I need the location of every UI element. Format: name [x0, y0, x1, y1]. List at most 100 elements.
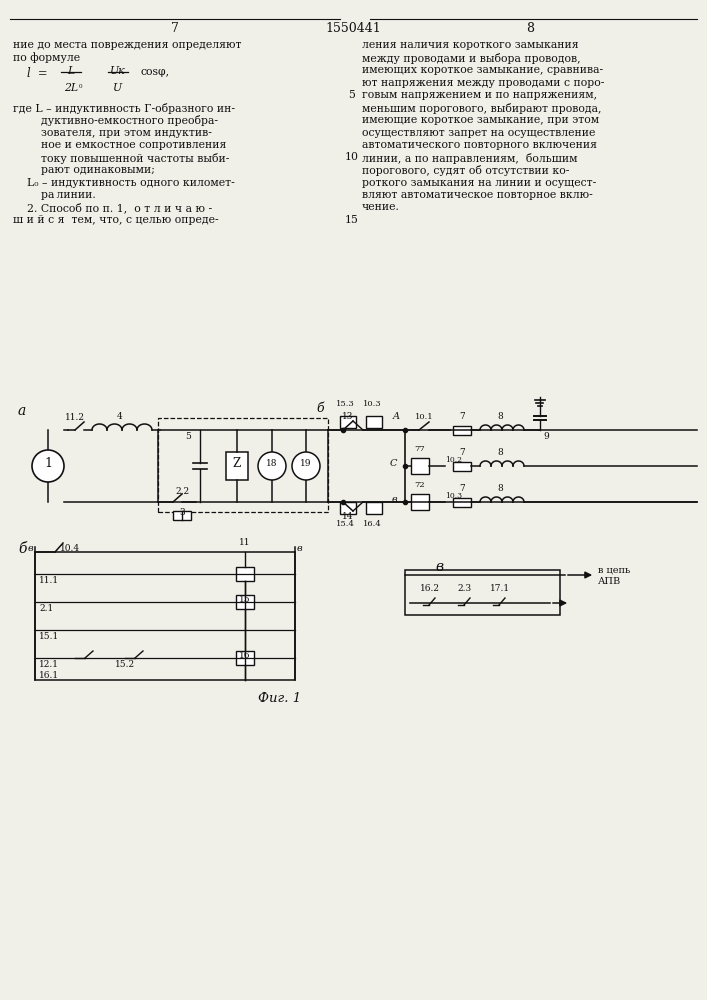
- Text: б: б: [18, 542, 26, 556]
- Bar: [411, 494, 429, 510]
- Text: 15.4: 15.4: [336, 520, 354, 528]
- Bar: [173, 510, 191, 520]
- Text: 2. Способ по п. 1,  о т л и ч а ю -: 2. Способ по п. 1, о т л и ч а ю -: [13, 202, 212, 213]
- Text: 10: 10: [345, 152, 359, 162]
- Text: 2.1: 2.1: [39, 604, 53, 613]
- Text: между проводами и выбора проводов,: между проводами и выбора проводов,: [362, 52, 580, 64]
- Text: A: A: [392, 412, 399, 421]
- Text: имеющих короткое замыкание, сравнива-: имеющих короткое замыкание, сравнива-: [362, 65, 603, 75]
- Text: 15.1: 15.1: [39, 632, 59, 641]
- Text: 2L: 2L: [64, 83, 78, 93]
- Text: рают одинаковыми;: рают одинаковыми;: [13, 165, 155, 175]
- Text: L: L: [67, 66, 75, 76]
- Text: 7: 7: [171, 22, 179, 35]
- Text: 77: 77: [414, 445, 426, 453]
- Text: 16.1: 16.1: [39, 671, 59, 680]
- Text: 5: 5: [185, 432, 191, 441]
- Text: 11: 11: [239, 538, 251, 547]
- Text: l  =: l =: [27, 67, 47, 80]
- Text: 10.4: 10.4: [60, 544, 80, 553]
- Bar: [453, 497, 471, 506]
- Text: говым напряжением и по напряжениям,: говым напряжением и по напряжениям,: [362, 90, 597, 100]
- Bar: [411, 458, 429, 474]
- Bar: [158, 418, 328, 512]
- Text: 12.1: 12.1: [39, 660, 59, 669]
- Text: 11.2: 11.2: [65, 413, 85, 422]
- Text: 8: 8: [497, 484, 503, 493]
- Text: ш и й с я  тем, что, с целью опреде-: ш и й с я тем, что, с целью опреде-: [13, 215, 218, 225]
- Text: линии, а по направлениям,  большим: линии, а по направлениям, большим: [362, 152, 578, 163]
- Text: 5: 5: [349, 90, 356, 100]
- Text: б: б: [316, 402, 324, 415]
- Text: Фиг. 1: Фиг. 1: [259, 692, 302, 705]
- Text: 15: 15: [239, 595, 251, 604]
- Bar: [236, 651, 254, 665]
- Text: где L – индуктивность Г-образного ин-: где L – индуктивность Г-образного ин-: [13, 103, 235, 113]
- Text: ют напряжения между проводами с поро-: ют напряжения между проводами с поро-: [362, 78, 604, 88]
- Text: cosφ,: cosφ,: [141, 67, 170, 77]
- Text: меньшим порогового, выбирают провода,: меньшим порогового, выбирают провода,: [362, 103, 602, 113]
- Text: 7: 7: [459, 448, 465, 457]
- Text: чение.: чение.: [362, 202, 400, 213]
- Text: 13: 13: [342, 412, 354, 421]
- Text: U: U: [113, 83, 122, 93]
- Bar: [366, 416, 382, 428]
- Text: 10.1: 10.1: [415, 413, 433, 421]
- Text: 10.2: 10.2: [445, 456, 462, 464]
- Text: 2.2: 2.2: [175, 487, 189, 496]
- Text: 16.2: 16.2: [420, 584, 440, 593]
- Bar: [236, 595, 254, 609]
- Text: в: в: [435, 560, 443, 574]
- Text: 4: 4: [117, 412, 123, 421]
- Text: 11.1: 11.1: [39, 576, 59, 585]
- Text: роткого замыкания на линии и осущест-: роткого замыкания на линии и осущест-: [362, 178, 596, 188]
- Text: в: в: [28, 544, 33, 553]
- Text: 10.3: 10.3: [445, 492, 462, 500]
- Bar: [236, 567, 254, 581]
- Text: 72: 72: [415, 481, 426, 489]
- Bar: [340, 416, 356, 428]
- Text: ра линии.: ра линии.: [13, 190, 95, 200]
- Text: 1: 1: [44, 457, 52, 470]
- Text: 9: 9: [543, 432, 549, 441]
- Text: 15: 15: [345, 215, 359, 225]
- Text: 2.3: 2.3: [458, 584, 472, 593]
- Text: 15.3: 15.3: [336, 400, 354, 408]
- Text: в цепь: в цепь: [598, 566, 630, 574]
- Text: ное и емкостное сопротивления: ное и емкостное сопротивления: [13, 140, 226, 150]
- Text: Z: Z: [233, 457, 241, 470]
- Text: 3: 3: [179, 508, 185, 517]
- Text: ления наличия короткого замыкания: ления наличия короткого замыкания: [362, 40, 578, 50]
- Text: 8: 8: [497, 412, 503, 421]
- Text: 16: 16: [239, 651, 251, 660]
- Text: имеющие короткое замыкание, при этом: имеющие короткое замыкание, при этом: [362, 115, 599, 125]
- Bar: [35, 552, 295, 680]
- Text: в: в: [392, 495, 397, 504]
- Bar: [340, 502, 356, 514]
- Text: Uк: Uк: [110, 66, 126, 76]
- Text: току повышенной частоты выби-: току повышенной частоты выби-: [13, 152, 229, 163]
- Bar: [405, 570, 560, 615]
- Circle shape: [292, 452, 320, 480]
- Text: 14: 14: [342, 512, 354, 521]
- Text: 10.3: 10.3: [363, 400, 381, 408]
- Text: 17.1: 17.1: [490, 584, 510, 593]
- Text: по формуле: по формуле: [13, 52, 80, 63]
- Text: ₀: ₀: [79, 81, 83, 90]
- Text: осуществляют запрет на осуществление: осуществляют запрет на осуществление: [362, 127, 595, 137]
- Text: 15.2: 15.2: [115, 660, 135, 669]
- Text: 7: 7: [459, 484, 465, 493]
- Text: 16.4: 16.4: [363, 520, 381, 528]
- Text: L₀ – индуктивность одного километ-: L₀ – индуктивность одного километ-: [13, 178, 235, 188]
- Text: 18: 18: [267, 459, 278, 468]
- Text: автоматического повторного включения: автоматического повторного включения: [362, 140, 597, 150]
- Text: C: C: [390, 460, 397, 468]
- Text: ние до места повреждения определяют: ние до места повреждения определяют: [13, 40, 242, 50]
- Text: 8: 8: [526, 22, 534, 35]
- Text: зователя, при этом индуктив-: зователя, при этом индуктив-: [13, 127, 212, 137]
- Text: порогового, судят об отсутствии ко-: порогового, судят об отсутствии ко-: [362, 165, 569, 176]
- Text: дуктивно-емкостного преобра-: дуктивно-емкостного преобра-: [13, 115, 218, 126]
- Circle shape: [258, 452, 286, 480]
- Bar: [453, 462, 471, 471]
- Text: 19: 19: [300, 459, 312, 468]
